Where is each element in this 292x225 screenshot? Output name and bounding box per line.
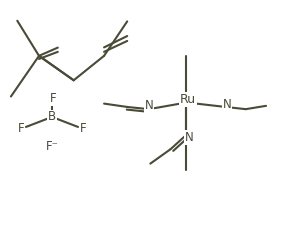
Text: N: N — [223, 98, 231, 111]
Text: F: F — [18, 122, 24, 135]
Text: F⁻: F⁻ — [46, 140, 58, 153]
Text: Ru: Ru — [180, 93, 196, 106]
Text: B: B — [48, 110, 56, 124]
Text: N: N — [145, 99, 153, 112]
Text: F: F — [80, 122, 86, 135]
Text: F: F — [50, 92, 57, 105]
Text: N: N — [185, 131, 194, 144]
